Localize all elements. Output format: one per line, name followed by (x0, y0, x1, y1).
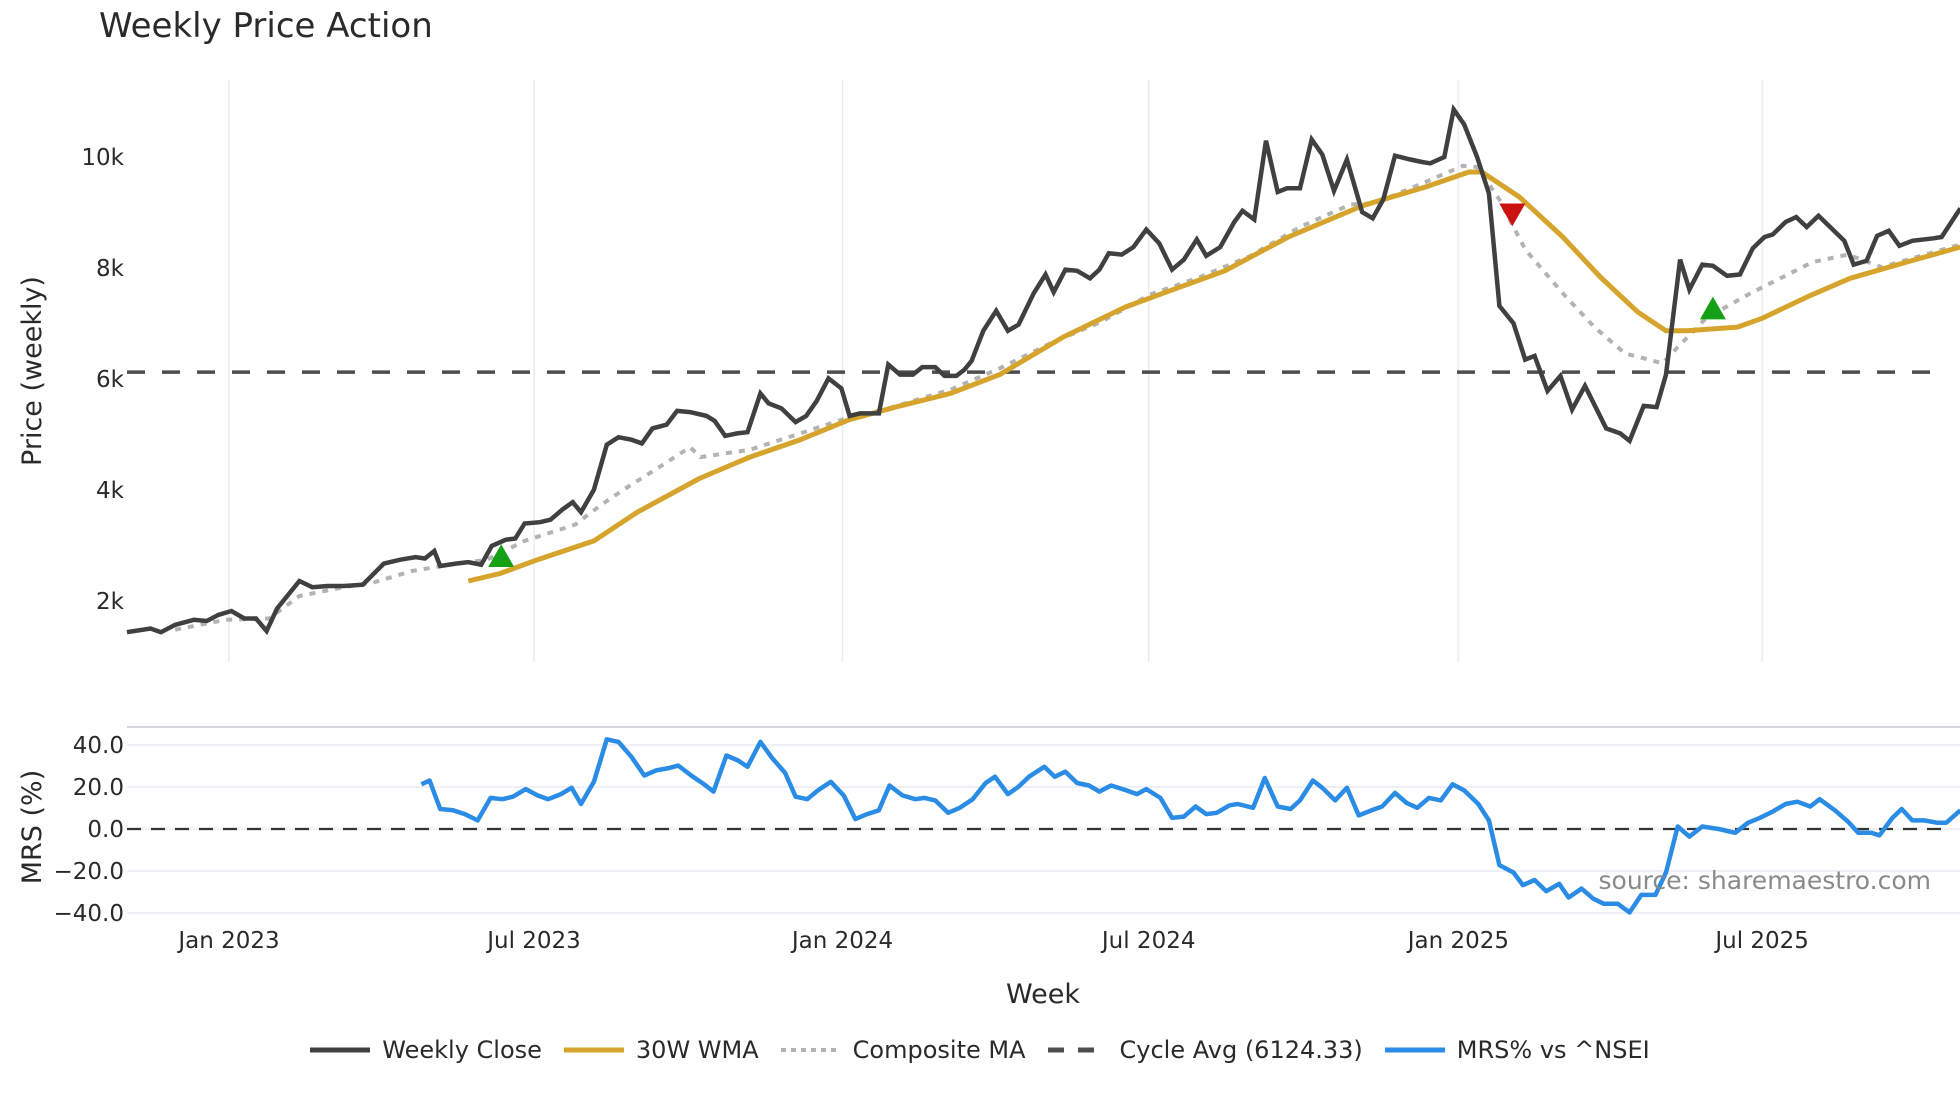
price-y-tick-label: 8k (96, 256, 125, 282)
x-axis-ticks: Jan 2023 Jul 2023 Jan 2024 Jul 2024 Jan 2025… (176, 928, 1809, 954)
signal-markers (488, 203, 1726, 567)
chart-title: Weekly Price Action (99, 6, 433, 46)
x-tick-label: Jul 2025 (1713, 928, 1809, 954)
price-y-tick-label: 6k (96, 367, 125, 393)
mrs-y-tick-label: −40.0 (54, 901, 124, 927)
solid-line-icon (1384, 1047, 1445, 1053)
x-tick-label: Jul 2024 (1100, 928, 1196, 954)
mrs-y-axis-ticks: 40.0 20.0 0.0 −20.0 −40.0 (54, 733, 124, 927)
legend-item-mrs[interactable]: MRS% vs ^NSEI (1384, 1036, 1650, 1064)
x-tick-label: Jan 2025 (1406, 928, 1509, 954)
legend-label: Cycle Avg (6124.33) (1119, 1036, 1363, 1064)
price-y-axis-ticks: 2k 4k 6k 8k 10k (81, 145, 124, 615)
buy-signal-triangle-up-icon (488, 544, 515, 567)
dashed-line-icon (1047, 1047, 1108, 1053)
legend-item-composite-ma[interactable]: Composite MA (780, 1036, 1026, 1064)
mrs-y-tick-label: −20.0 (54, 859, 124, 885)
wma-30w-line[interactable] (467, 169, 1960, 584)
weekly-close-line[interactable] (126, 103, 1960, 636)
price-y-tick-label: 2k (96, 589, 125, 615)
source-watermark: source: sharemaestro.com (1599, 866, 1932, 895)
legend-label: MRS% vs ^NSEI (1456, 1036, 1650, 1064)
solid-line-icon (563, 1047, 624, 1053)
price-y-tick-label: 10k (81, 145, 124, 171)
legend-item-weekly-close[interactable]: Weekly Close (310, 1036, 542, 1064)
mrs-y-tick-label: 20.0 (73, 775, 124, 801)
x-tick-label: Jan 2024 (790, 928, 893, 954)
price-y-tick-label: 4k (96, 478, 125, 504)
legend-item-wma[interactable]: 30W WMA (563, 1036, 759, 1064)
dotted-line-icon (780, 1048, 841, 1052)
legend-label: 30W WMA (635, 1036, 759, 1064)
x-axis-title: Week (1006, 979, 1080, 1010)
mrs-y-tick-label: 0.0 (87, 817, 124, 843)
mrs-line[interactable] (420, 737, 1960, 915)
legend: Weekly Close 30W WMA Composite MA Cycle … (0, 1036, 1960, 1064)
price-y-axis-title: Price (weekly) (17, 276, 48, 466)
legend-label: Composite MA (852, 1036, 1026, 1064)
solid-line-icon (310, 1047, 371, 1053)
composite-ma-line[interactable] (174, 163, 1960, 632)
legend-item-cycle-avg[interactable]: Cycle Avg (6124.33) (1047, 1036, 1363, 1064)
mrs-y-tick-label: 40.0 (73, 733, 124, 759)
legend-label: Weekly Close (382, 1036, 542, 1064)
mrs-y-axis-title: MRS (%) (17, 770, 48, 885)
x-tick-label: Jan 2023 (176, 928, 279, 954)
sell-signal-triangle-down-icon (1499, 203, 1526, 227)
x-tick-label: Jul 2023 (485, 928, 581, 954)
buy-signal-triangle-up-icon (1699, 296, 1726, 320)
